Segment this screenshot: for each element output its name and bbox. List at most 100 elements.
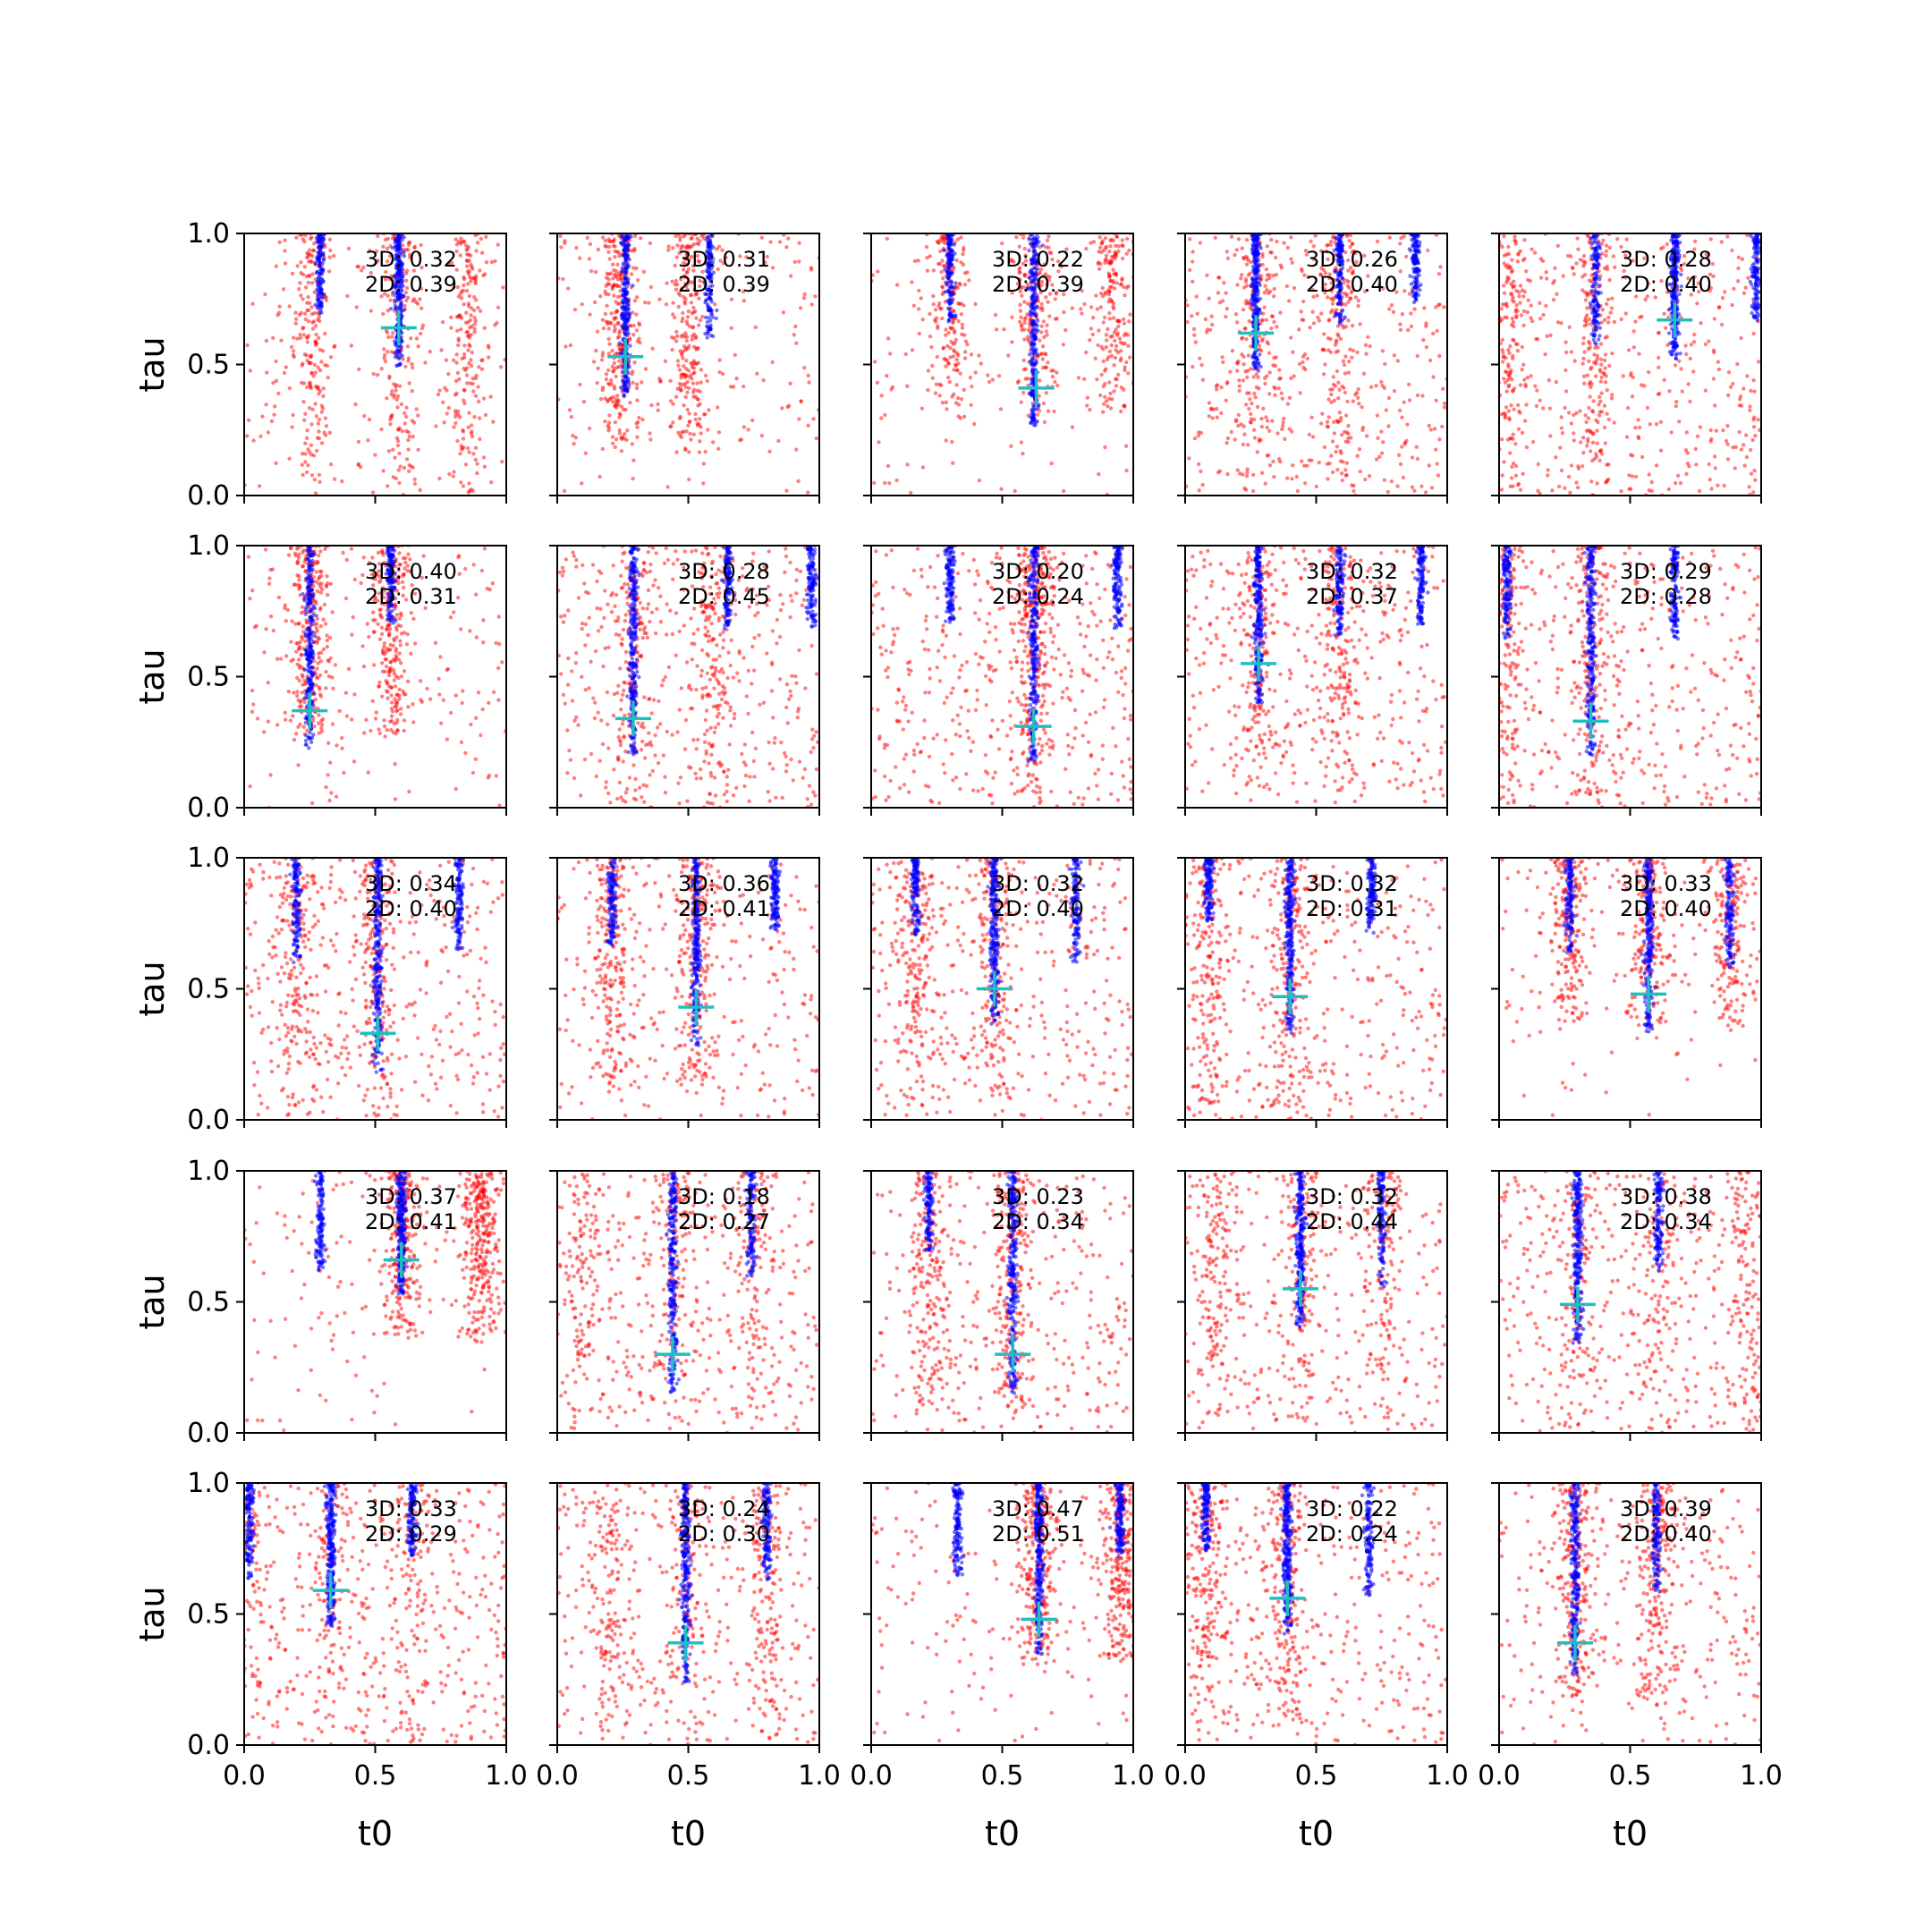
blue-point	[1031, 378, 1036, 383]
blue-point	[315, 269, 319, 275]
red-point	[451, 358, 456, 362]
red-point	[1076, 376, 1081, 380]
red-point	[1336, 380, 1341, 385]
red-point	[1591, 399, 1596, 403]
red-point	[686, 309, 691, 314]
red-point	[1499, 437, 1504, 442]
red-point	[1080, 288, 1084, 293]
red-point	[941, 346, 945, 351]
red-point	[682, 335, 687, 339]
red-point	[1244, 238, 1250, 242]
blue-point	[707, 315, 711, 320]
red-point	[436, 392, 441, 397]
red-point	[366, 438, 370, 443]
red-point	[946, 361, 952, 366]
red-point	[969, 402, 973, 407]
red-point	[390, 228, 394, 232]
red-point	[1257, 437, 1262, 442]
red-point	[1713, 403, 1717, 408]
blue-point	[1254, 284, 1259, 289]
red-point	[1248, 306, 1253, 310]
blue-point	[396, 356, 401, 361]
red-point	[1606, 320, 1611, 325]
red-point	[635, 425, 640, 429]
red-point	[961, 251, 965, 257]
red-point	[935, 354, 940, 360]
red-point	[310, 272, 315, 276]
red-point	[1625, 405, 1631, 411]
red-point	[559, 245, 564, 250]
red-point	[1733, 466, 1738, 470]
blue-point	[627, 312, 631, 317]
red-point	[1251, 428, 1257, 432]
red-point	[473, 445, 479, 450]
red-point	[1398, 242, 1402, 246]
red-point	[1127, 248, 1131, 253]
red-point	[1233, 419, 1239, 424]
red-point	[1023, 258, 1029, 263]
blue-point	[621, 301, 625, 305]
red-point	[1362, 289, 1368, 293]
red-point	[456, 338, 461, 343]
red-point	[461, 429, 466, 434]
red-point	[391, 447, 395, 452]
blue-point	[1340, 243, 1345, 248]
red-point	[397, 451, 402, 456]
red-point	[1126, 343, 1131, 348]
red-point	[1103, 369, 1107, 373]
red-point	[1190, 314, 1194, 318]
red-point	[605, 321, 610, 326]
red-point	[462, 401, 467, 406]
red-point	[1272, 356, 1276, 360]
red-point	[397, 480, 402, 486]
red-point	[1242, 486, 1247, 491]
red-point	[691, 394, 696, 399]
red-point	[623, 227, 626, 231]
red-point	[634, 266, 639, 271]
red-point	[314, 448, 319, 453]
red-point	[1379, 429, 1384, 434]
blue-point	[1252, 229, 1256, 233]
red-point	[686, 423, 691, 428]
red-point	[1121, 227, 1124, 231]
blue-point	[318, 226, 321, 230]
red-point	[741, 384, 746, 389]
red-point	[1328, 350, 1334, 354]
red-point	[614, 275, 618, 279]
red-point	[1326, 257, 1330, 262]
red-point	[1436, 473, 1441, 478]
blue-point	[1332, 248, 1336, 253]
red-point	[1343, 354, 1348, 359]
red-point	[606, 398, 610, 402]
scatter-points	[1185, 229, 1447, 496]
red-point	[1237, 378, 1241, 383]
red-point	[699, 368, 704, 372]
red-point	[635, 339, 640, 343]
blue-point	[626, 282, 631, 286]
red-point	[1247, 406, 1251, 411]
red-point	[1191, 250, 1195, 254]
red-point	[1082, 301, 1087, 307]
red-point	[310, 407, 315, 411]
blue-point	[320, 229, 324, 233]
red-point	[474, 249, 479, 253]
red-point	[1426, 248, 1430, 253]
red-point	[1557, 484, 1562, 489]
red-point	[613, 367, 617, 371]
blue-point	[1030, 237, 1036, 242]
red-point	[600, 446, 605, 452]
red-point	[600, 351, 606, 355]
red-point	[1112, 389, 1116, 394]
red-point	[1248, 419, 1253, 425]
blue-point	[1251, 360, 1256, 365]
blue-point	[317, 228, 320, 232]
red-point	[940, 258, 945, 263]
red-point	[302, 352, 308, 357]
blue-point	[945, 275, 951, 280]
red-point	[289, 344, 294, 350]
red-point	[1442, 405, 1447, 410]
red-point	[301, 472, 305, 478]
red-point	[606, 368, 611, 372]
blue-point	[949, 228, 953, 232]
red-point	[1019, 323, 1024, 327]
